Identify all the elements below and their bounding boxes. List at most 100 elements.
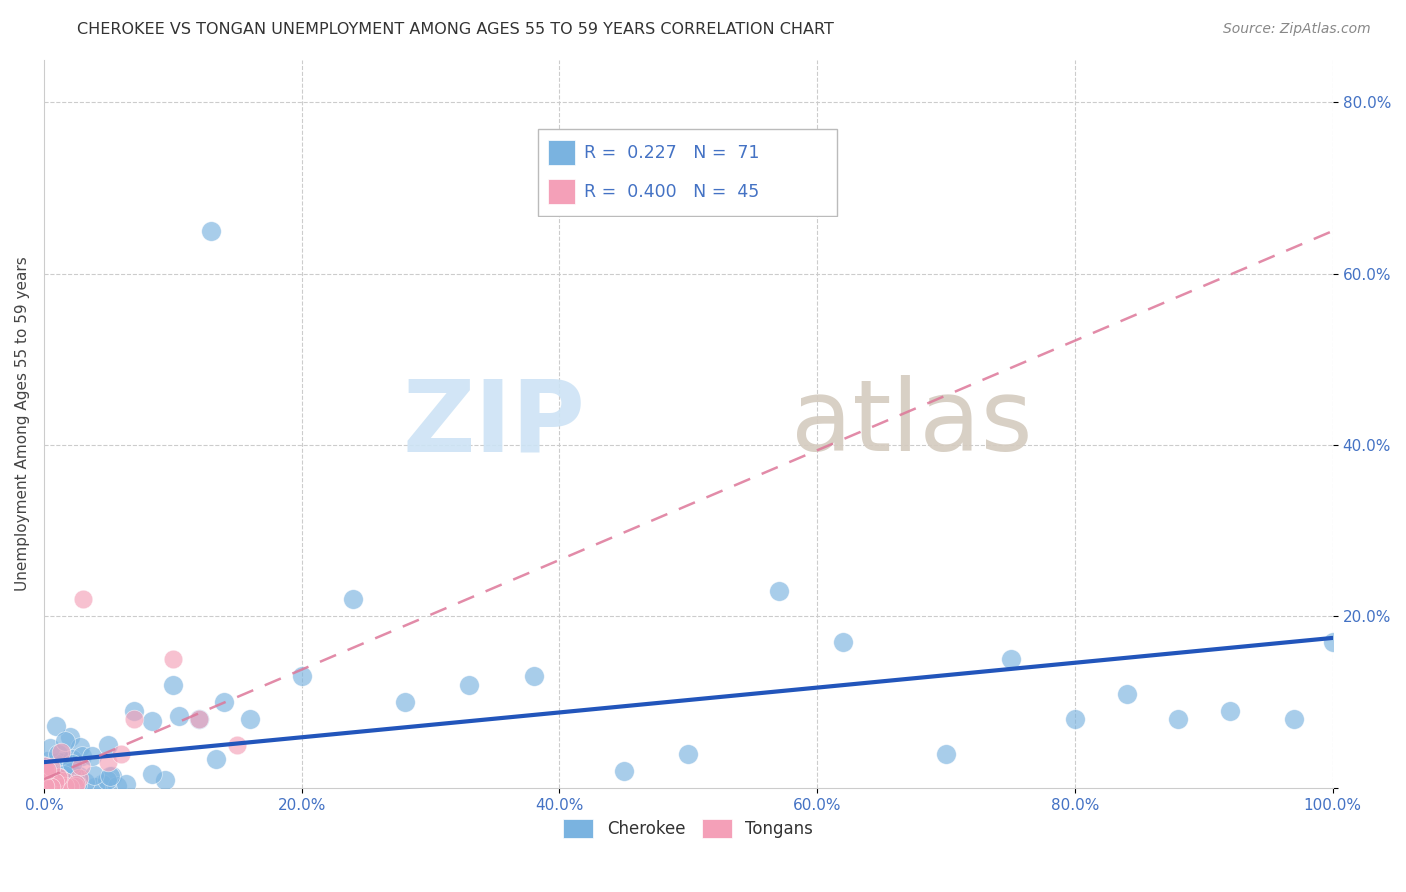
Point: [63, 778, 86, 792]
Point: [110, 747, 132, 761]
Point: [70, 748, 93, 763]
Point: [187, 712, 209, 726]
Point: [523, 669, 546, 683]
Point: [37, 780, 59, 794]
Point: [34, 775, 56, 789]
Point: [34, 768, 56, 782]
Point: [167, 709, 190, 723]
Point: [37, 759, 59, 773]
Point: [1000, 652, 1022, 666]
Point: [55, 755, 77, 769]
Point: [46, 770, 69, 784]
Point: [122, 712, 145, 726]
Point: [1282, 712, 1305, 726]
Point: [35, 773, 58, 788]
Point: [832, 635, 855, 649]
Point: [37, 773, 59, 788]
Point: [342, 592, 364, 607]
Point: [613, 764, 636, 778]
Point: [60, 764, 83, 779]
Point: [35, 777, 58, 791]
Text: Source: ZipAtlas.com: Source: ZipAtlas.com: [1223, 22, 1371, 37]
Point: [59, 780, 82, 794]
Bar: [547, 140, 575, 165]
Point: [96, 772, 118, 787]
Point: [63, 779, 86, 793]
FancyBboxPatch shape: [538, 128, 838, 216]
Point: [51, 778, 73, 792]
Text: CHEROKEE VS TONGAN UNEMPLOYMENT AMONG AGES 55 TO 59 YEARS CORRELATION CHART: CHEROKEE VS TONGAN UNEMPLOYMENT AMONG AG…: [77, 22, 834, 37]
Point: [1064, 712, 1087, 726]
Point: [678, 747, 700, 761]
Point: [1219, 704, 1241, 718]
Point: [105, 779, 128, 793]
Point: [141, 714, 163, 729]
Point: [59, 730, 82, 744]
Text: R =  0.400   N =  45: R = 0.400 N = 45: [583, 183, 759, 201]
Point: [46, 764, 69, 779]
Text: ZIP: ZIP: [402, 376, 585, 472]
Point: [67, 769, 90, 783]
Point: [48, 747, 70, 761]
Point: [44, 766, 66, 780]
Point: [935, 747, 957, 761]
Point: [48, 770, 70, 784]
Point: [115, 777, 138, 791]
Point: [162, 678, 184, 692]
Point: [49, 768, 72, 782]
Point: [65, 769, 87, 783]
Point: [72, 592, 94, 607]
Point: [65, 777, 87, 791]
Point: [70, 759, 93, 773]
Point: [51, 745, 73, 759]
Point: [63, 769, 86, 783]
Point: [1115, 687, 1137, 701]
Point: [66, 778, 89, 792]
Point: [214, 695, 236, 709]
Point: [48, 756, 70, 770]
Point: [45, 719, 67, 733]
Point: [34, 779, 56, 793]
Point: [39, 780, 62, 794]
Point: [44, 780, 66, 794]
Bar: [547, 179, 575, 204]
Point: [60, 780, 83, 794]
Point: [226, 738, 249, 752]
Point: [35, 763, 58, 777]
Point: [34, 763, 56, 777]
Point: [46, 772, 69, 787]
Point: [90, 776, 112, 790]
Point: [53, 734, 76, 748]
Point: [239, 712, 262, 726]
Point: [38, 780, 60, 794]
Point: [67, 771, 90, 785]
Point: [44, 756, 66, 771]
Point: [60, 756, 83, 771]
Point: [35, 764, 58, 779]
Point: [44, 775, 66, 789]
Point: [53, 772, 76, 786]
Point: [52, 774, 75, 789]
Point: [82, 748, 104, 763]
Point: [84, 780, 107, 794]
Point: [34, 758, 56, 772]
Point: [98, 769, 121, 783]
Point: [37, 754, 59, 768]
Point: [39, 741, 62, 756]
Point: [200, 224, 222, 238]
Point: [39, 760, 62, 774]
Point: [35, 779, 58, 793]
Point: [53, 779, 76, 793]
Point: [37, 771, 59, 785]
Point: [52, 767, 75, 781]
Point: [205, 752, 228, 766]
Point: [34, 762, 56, 776]
Point: [60, 752, 83, 766]
Point: [44, 777, 66, 791]
Point: [83, 767, 105, 781]
Point: [45, 780, 67, 794]
Text: R =  0.227   N =  71: R = 0.227 N = 71: [583, 144, 759, 161]
Point: [101, 769, 124, 783]
Point: [162, 652, 184, 666]
Point: [53, 773, 76, 788]
